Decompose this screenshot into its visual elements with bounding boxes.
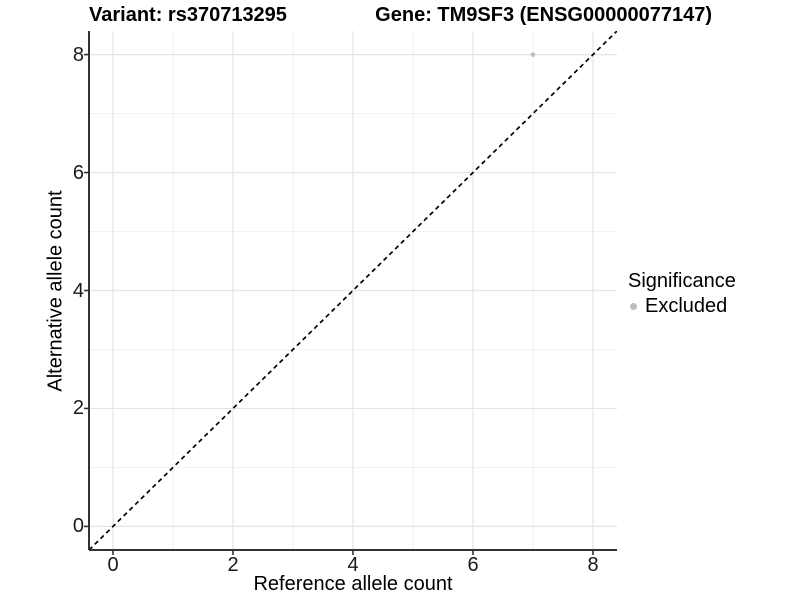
x-tick-label: 0 [107,554,119,576]
plot-panel [84,31,617,555]
y-tick-label: 8 [72,43,84,66]
legend-item-label: Excluded [645,295,728,317]
y-tick-label: 2 [72,397,84,420]
data-point [530,52,536,57]
y-tick-label: 6 [72,161,84,184]
x-tick-label: 4 [347,554,359,576]
x-axis-title: Reference allele count [253,573,453,595]
identity-reference-line [88,31,617,551]
legend-item-excluded: Excluded [630,294,736,318]
x-tick-label: 8 [587,554,599,576]
y-tick-label: 0 [72,515,84,538]
y-axis-title: Alternative allele count [44,190,67,392]
legend: Significance Excluded [628,269,736,318]
plot-title-row: Variant: rs370713295 Gene: TM9SF3 (ENSG0… [89,3,712,27]
legend-title: Significance [628,270,736,292]
x-tick-label: 6 [467,554,479,576]
y-tick-label: 4 [72,279,84,302]
x-tick-label: 2 [227,554,239,576]
plot-title-gene: Gene: TM9SF3 (ENSG00000077147) [375,4,712,26]
plot-title-variant: Variant: rs370713295 [89,4,287,26]
legend-point-swatch-icon [630,302,637,310]
